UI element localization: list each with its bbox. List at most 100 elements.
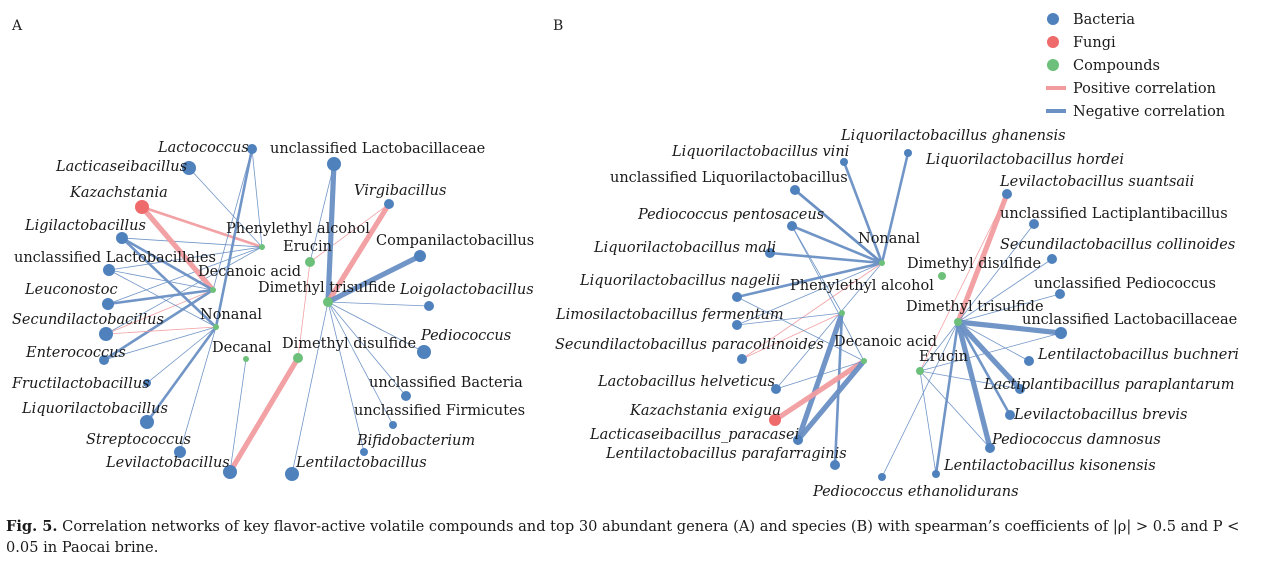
edge-nonanal_b-sc_paracollinoides [741,262,883,360]
label-kz_exigua: Kazachstania exigua [629,403,781,419]
node-fructilactobacillus [143,379,151,387]
edge-dmts-bifidobacterium [327,301,365,453]
legend-fungi-label: Fungi [1073,35,1116,51]
label-loigolactobacillus: Loigolactobacillus [399,282,534,298]
edge-phenylethyl-leuconostoc [107,246,263,305]
node-companilactobacillus [414,250,426,262]
label-decanoic: Decanoic acid [198,264,301,280]
edge-nonanal_b-lq_hordei [880,151,910,265]
edge-nonanal-streptococcus [179,326,217,453]
edge-nonanal-unc_lactobacillales [108,269,217,328]
edge-dmts-virgibacillus [325,201,392,305]
edge-dmts-lentilactobacillus [291,301,329,475]
panel-a: A Lactococcus unclassified Lactobacillace… [11,18,534,481]
label-leuconostoc: Leuconostoc [24,282,118,298]
edge-dmts-companilactobacillus [325,253,423,305]
edge-phenylethyl-secundilactobacillus [105,246,263,335]
figure-caption: Fig. 5. Correlation networks of key flav… [6,516,1261,558]
edge-dmts_b-erucin_b [919,321,959,372]
edge-decanoic_b-lb_helveticus [775,360,865,390]
edge-erucin-virgibacillus [309,203,390,263]
node-kz_exigua [769,414,781,426]
node-ligilactobacillus [116,232,128,244]
label-lq_nagelii: Liquorilactobacillus nagelii [579,273,780,289]
label-lb_helveticus: Lactobacillus helveticus [597,374,775,390]
node-streptococcus [174,446,186,458]
node-secundilactobacillus [99,327,113,341]
edge-nonanal-ligilactobacillus [120,236,218,329]
node-erucin [305,257,315,267]
edge-nonanal-enterococcus [103,326,217,361]
edge-dmts_b-lt_kisonensis [934,320,960,476]
label-decanal: Decanal [212,340,272,356]
node-lacticaseibacillus [182,161,196,175]
edge-dmts-pediococcus [327,301,425,353]
label-dmds_b: Dimethyl disulfide [907,256,1041,272]
node-lq_ghanensis [840,158,848,166]
label-sc_paracollinoides: Secundilactobacillus paracollinoides [555,337,824,353]
edge-dmts_b-lv_suantsaii [955,191,1010,325]
label-lm_fermentum: Limosilactobacillus fermentum [555,307,784,323]
figure-canvas: A Lactococcus unclassified Lactobacillace… [11,12,1239,500]
node-unc_pediococcus [1055,289,1065,299]
edge-decanal-levilactobacillus [229,358,247,473]
label-lv_suantsaii: Levilactobacillus suantsaii [999,174,1194,190]
label-lacticaseibacillus: Lacticaseibacillus [55,159,187,175]
node-pd_ethanolidurans [878,473,886,481]
edge-erucin_b-lt_kisonensis [919,370,937,475]
label-lq_hordei: Liquorilactobacillus hordei [925,152,1124,168]
edge-phenylethyl_b-pd_pentosaceus [791,225,843,314]
edge-nonanal-lactococcus [214,147,254,329]
node-levilactobacillus [223,465,237,479]
legend-positive-label: Positive correlation [1073,81,1216,97]
node-unc_lactobacillaceae_b [1055,327,1067,339]
edge-phenylethyl_b-lm_fermentum [736,312,843,326]
edge-nonanal_b-lb_helveticus [775,262,883,390]
node-phenylethyl_b [839,310,845,316]
node-nonanal_b [879,260,885,266]
edge-dmts_b-pd_damnosus [955,319,993,451]
edge-decanoic-lactococcus [212,148,253,291]
label-dmts_b: Dimethyl trisulfide [906,299,1044,315]
node-lc_paracasei [793,435,803,445]
node-decanoic [210,287,216,293]
node-sc_paracollinoides [737,354,747,364]
edge-dmts-unc_lactobacillaceae [325,161,337,305]
edge-phenylethyl-lacticaseibacillus [188,167,263,248]
label-enterococcus: Enterococcus [25,345,126,361]
label-unc_liquori: unclassified Liquorilactobacillus [610,170,848,186]
node-kazachstania [135,200,149,214]
edge-dmts-loigolactobacillus [327,301,430,307]
node-lentilactobacillus [285,467,299,481]
label-dmds: Dimethyl disulfide [282,336,416,352]
node-dmts [323,297,333,307]
node-enterococcus [99,355,109,365]
label-unc_lactobacillaceae: unclassified Lactobacillaceae [270,141,485,157]
label-bifidobacterium: Bifidobacterium [356,433,475,449]
edge-dmts_b-lv_brevis [956,320,1012,417]
node-lactococcus [247,144,257,154]
edge-decanoic_b-kz_exigua [772,358,867,423]
label-unc_pediococcus: unclassified Pediococcus [1034,276,1216,292]
edge-phenylethyl_b-lc_paracasei [795,310,845,443]
node-sc_collinoides [1047,254,1057,264]
caption-text: Correlation networks of key flavor-activ… [6,518,1240,556]
label-unc_lactobacillaceae_b: unclassified Lactobacillaceae [1022,312,1237,328]
edge-dmts_b-lp_paraplantarum [955,319,1023,392]
edge-phenylethyl-ligilactobacillus [121,237,263,248]
edge-nonanal_b-pd_pentosaceus [790,224,884,265]
label-lp_paraplantarum: Lactiplantibacillus paraplantarum [983,377,1234,393]
node-unc_lactobacillaceae [327,157,341,171]
node-unc_lactiplant [1029,219,1039,229]
label-streptococcus: Streptococcus [86,432,191,448]
label-fructilactobacillus: Fructilactobacillus [11,376,150,392]
node-pd_pentosaceus [787,221,797,231]
panel-b-labels: Liquorilactobacillus ghanensisLiquorilac… [555,128,1239,500]
edge-dmts_b-unc_lactobacillaceae_b [955,319,1064,336]
node-erucin_b [916,367,924,375]
node-virgibacillus [384,199,394,209]
edge-dmts_b-sc_collinoides [957,258,1053,323]
label-secundilactobacillus: Secundilactobacillus [12,312,164,328]
node-unc_firmicutes [389,421,397,429]
edge-dmts_b-unc_lactiplant [957,223,1035,323]
